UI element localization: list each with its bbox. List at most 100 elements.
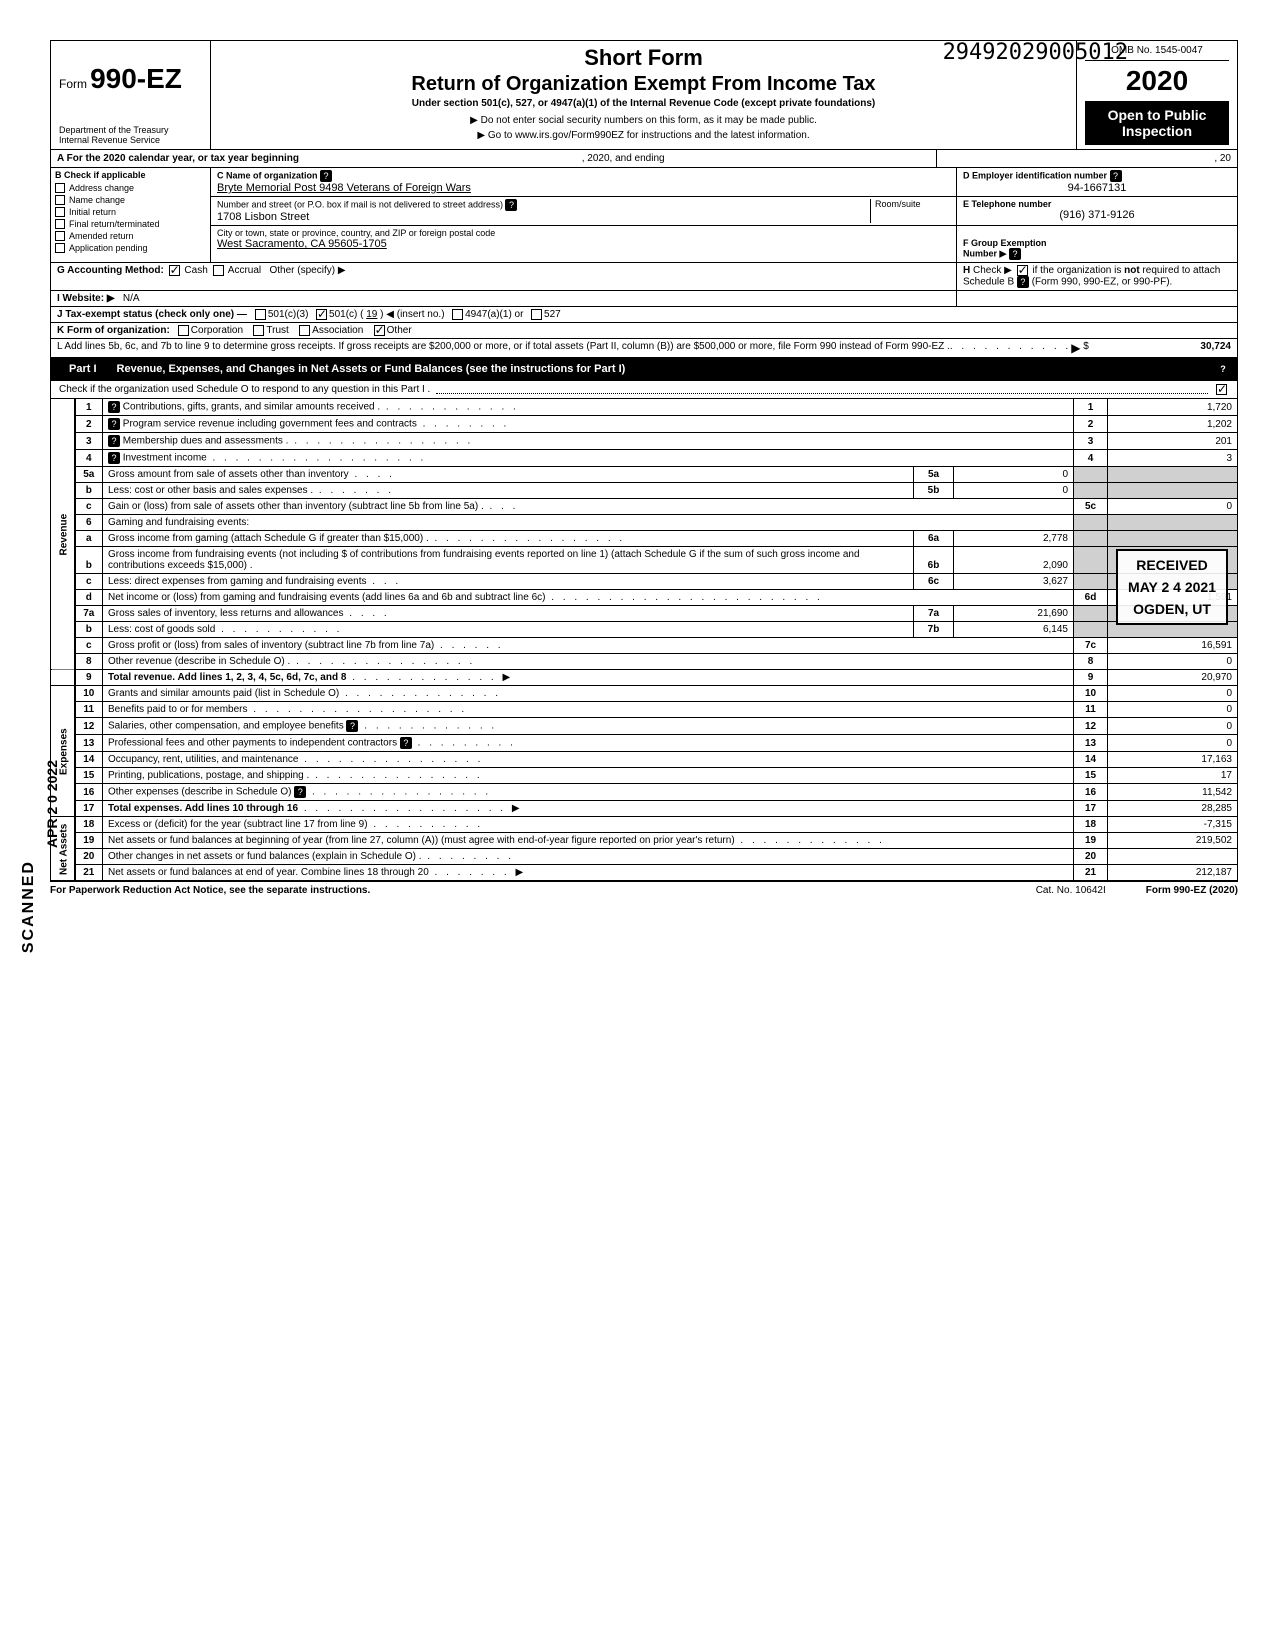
row-a-label: A For the 2020 calendar year, or tax yea… — [57, 153, 299, 164]
l7a-num: 7a — [75, 606, 103, 622]
l6b-num: b — [75, 547, 103, 574]
help-icon[interactable]: ? — [320, 170, 332, 182]
help-icon[interactable]: ? — [108, 435, 120, 447]
lbl-501c-close: ) ◀ (insert no.) — [380, 309, 444, 320]
help-icon[interactable]: ? — [1017, 276, 1029, 288]
org-name: Bryte Memorial Post 9498 Veterans of For… — [217, 182, 471, 194]
j-label: J Tax-exempt status (check only one) — — [57, 309, 247, 320]
chk-schedule-b[interactable] — [1017, 265, 1028, 276]
l6b-sub: 6b — [914, 547, 954, 574]
l16-num: 16 — [75, 784, 103, 801]
lbl-4947a1: 4947(a)(1) or — [465, 309, 523, 320]
chk-501c3[interactable] — [255, 309, 266, 320]
chk-501c[interactable] — [316, 309, 327, 320]
help-icon[interactable]: ? — [1217, 363, 1229, 375]
help-icon[interactable]: ? — [108, 418, 120, 430]
l1-num: 1 — [75, 399, 103, 416]
chk-association[interactable] — [299, 325, 310, 336]
chk-schedule-o[interactable] — [1216, 384, 1227, 395]
short-form-label: Short Form — [219, 45, 1068, 71]
help-icon[interactable]: ? — [1009, 248, 1021, 260]
l7a-desc: Gross sales of inventory, less returns a… — [108, 608, 343, 619]
help-icon[interactable]: ? — [108, 401, 120, 413]
section-bcd: B Check if applicable Address change Nam… — [50, 168, 1238, 263]
room-label: Room/suite — [875, 199, 921, 209]
l17-val: 28,285 — [1108, 801, 1238, 817]
ein-value: 94-1667131 — [963, 182, 1231, 194]
l3-val: 201 — [1108, 433, 1238, 450]
l6c-num: c — [75, 574, 103, 590]
l15-num: 15 — [75, 768, 103, 784]
help-icon[interactable]: ? — [400, 737, 412, 749]
chk-initial-return[interactable] — [55, 207, 65, 217]
l17-box: 17 — [1074, 801, 1108, 817]
l11-num: 11 — [75, 702, 103, 718]
open-public-1: Open to Public — [1087, 107, 1227, 123]
l6d-desc: Net income or (loss) from gaming and fun… — [108, 592, 545, 603]
row-k: K Form of organization: Corporation Trus… — [50, 323, 1238, 339]
help-icon[interactable]: ? — [294, 786, 306, 798]
chk-address-change[interactable] — [55, 183, 65, 193]
section-c-label: C Name of organization — [217, 170, 318, 180]
l14-val: 17,163 — [1108, 752, 1238, 768]
l8-val: 0 — [1108, 654, 1238, 670]
l7c-box: 7c — [1074, 638, 1108, 654]
l18-desc: Excess or (deficit) for the year (subtra… — [108, 819, 368, 830]
open-public-2: Inspection — [1087, 123, 1227, 139]
help-icon[interactable]: ? — [1110, 170, 1122, 182]
l15-box: 15 — [1074, 768, 1108, 784]
chk-corporation[interactable] — [178, 325, 189, 336]
l18-box: 18 — [1074, 817, 1108, 833]
g-label: G Accounting Method: — [57, 265, 164, 276]
stamp-date: MAY 2 4 2021 — [1128, 579, 1216, 595]
l6d-num: d — [75, 590, 103, 606]
chk-application-pending[interactable] — [55, 243, 65, 253]
l6c-sub: 6c — [914, 574, 954, 590]
l5b-sval: 0 — [954, 483, 1074, 499]
l8-desc: Other revenue (describe in Schedule O) . — [108, 656, 290, 667]
l6c-desc: Less: direct expenses from gaming and fu… — [108, 576, 366, 587]
city-value: West Sacramento, CA 95605-1705 — [217, 238, 387, 250]
l2-val: 1,202 — [1108, 416, 1238, 433]
lbl-other-org: Other — [387, 325, 412, 336]
chk-name-change[interactable] — [55, 195, 65, 205]
l15-val: 17 — [1108, 768, 1238, 784]
l10-box: 10 — [1074, 686, 1108, 702]
l11-val: 0 — [1108, 702, 1238, 718]
part1-title: Revenue, Expenses, and Changes in Net As… — [117, 363, 1217, 375]
help-icon[interactable]: ? — [108, 452, 120, 464]
l21-num: 21 — [75, 865, 103, 881]
chk-4947a1[interactable] — [452, 309, 463, 320]
help-icon[interactable]: ? — [346, 720, 358, 732]
subtitle: Under section 501(c), 527, or 4947(a)(1)… — [219, 98, 1068, 109]
l5c-num: c — [75, 499, 103, 515]
chk-amended-return[interactable] — [55, 231, 65, 241]
l14-desc: Occupancy, rent, utilities, and maintena… — [108, 754, 298, 765]
l1-desc: Contributions, gifts, grants, and simila… — [123, 402, 380, 413]
help-icon[interactable]: ? — [505, 199, 517, 211]
l5a-sval: 0 — [954, 467, 1074, 483]
l8-num: 8 — [75, 654, 103, 670]
chk-527[interactable] — [531, 309, 542, 320]
l5c-box: 5c — [1074, 499, 1108, 515]
chk-cash[interactable] — [169, 265, 180, 276]
lbl-cash: Cash — [184, 265, 207, 276]
l7a-sval: 21,690 — [954, 606, 1074, 622]
chk-final-return[interactable] — [55, 219, 65, 229]
website-value: N/A — [123, 293, 140, 304]
chk-accrual[interactable] — [213, 265, 224, 276]
l10-num: 10 — [75, 686, 103, 702]
pra-notice: For Paperwork Reduction Act Notice, see … — [50, 885, 996, 896]
l20-val — [1108, 849, 1238, 865]
l14-box: 14 — [1074, 752, 1108, 768]
chk-other-org[interactable] — [374, 325, 385, 336]
l4-desc: Investment income — [123, 453, 207, 464]
l6b-desc: Gross income from fundraising events (no… — [108, 549, 860, 571]
l7c-num: c — [75, 638, 103, 654]
chk-trust[interactable] — [253, 325, 264, 336]
l12-box: 12 — [1074, 718, 1108, 735]
stamp-location: OGDEN, UT — [1128, 601, 1216, 617]
footer-form-number: Form 990-EZ (2020) — [1146, 885, 1238, 896]
l6c-sval: 3,627 — [954, 574, 1074, 590]
l1-box: 1 — [1074, 399, 1108, 416]
